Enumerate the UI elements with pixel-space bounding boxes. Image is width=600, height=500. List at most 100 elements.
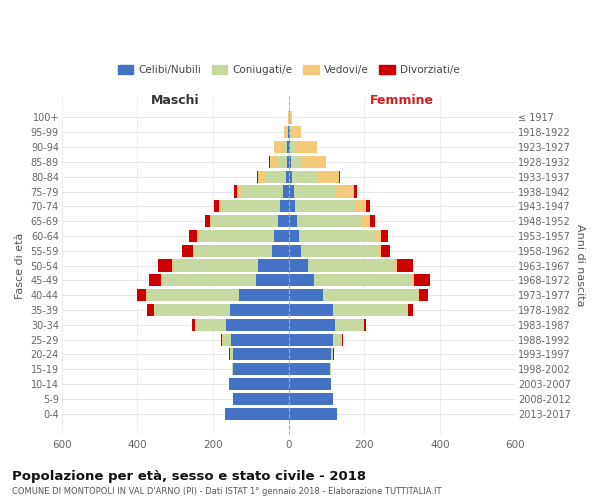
Bar [147,289,239,302]
Bar [377,244,381,257]
Bar [205,215,210,227]
Bar [199,230,274,242]
Bar [284,141,287,153]
Bar [295,141,317,153]
Bar [195,318,196,331]
Bar [189,230,197,242]
Bar [257,170,258,183]
Bar [341,334,342,345]
Bar [289,230,299,242]
Bar [232,363,233,376]
Bar [394,260,397,272]
Bar [299,230,376,242]
Bar [289,244,301,257]
Bar [342,334,343,345]
Bar [193,244,194,257]
Bar [218,200,221,212]
Bar [225,408,289,420]
Bar [317,170,339,183]
Bar [158,260,172,272]
Bar [258,170,265,183]
Bar [333,304,407,316]
Bar [289,186,294,198]
Bar [230,348,233,360]
Bar [229,378,289,390]
Bar [233,348,289,360]
Bar [259,260,289,272]
Bar [331,348,333,360]
Bar [197,230,199,242]
Bar [233,363,289,376]
Bar [222,334,223,345]
Bar [154,304,230,316]
Bar [289,408,337,420]
Bar [289,274,314,286]
Bar [212,215,278,227]
Bar [412,274,414,286]
Bar [363,318,364,331]
Bar [221,334,222,345]
Bar [194,244,272,257]
Bar [290,126,291,138]
Bar [287,141,289,153]
Bar [278,215,289,227]
Bar [172,260,173,272]
Bar [280,200,289,212]
Bar [366,200,370,212]
Text: Popolazione per età, sesso e stato civile - 2018: Popolazione per età, sesso e stato civil… [12,470,366,483]
Bar [278,156,287,168]
Bar [284,126,287,138]
Bar [161,274,162,286]
Bar [230,304,289,316]
Bar [289,378,331,390]
Bar [289,318,335,331]
Bar [419,289,428,302]
Bar [289,260,308,272]
Bar [291,156,302,168]
Bar [231,334,289,345]
Bar [289,348,331,360]
Text: COMUNE DI MONTOPOLI IN VAL D'ARNO (PI) - Dati ISTAT 1° gennaio 2018 - Elaborazio: COMUNE DI MONTOPOLI IN VAL D'ARNO (PI) -… [12,487,442,496]
Bar [146,289,147,302]
Bar [297,215,362,227]
Bar [376,230,381,242]
Bar [336,186,354,198]
Bar [147,304,154,316]
Bar [288,112,289,124]
Bar [289,141,290,153]
Bar [330,363,331,376]
Y-axis label: Fasce di età: Fasce di età [15,232,25,299]
Bar [256,274,289,286]
Bar [289,156,291,168]
Bar [290,141,295,153]
Bar [274,141,284,153]
Bar [289,126,290,138]
Bar [196,318,226,331]
Bar [182,244,193,257]
Bar [355,200,366,212]
Text: Femmine: Femmine [370,94,434,107]
Bar [397,260,413,272]
Bar [287,156,289,168]
Bar [289,112,292,124]
Bar [274,230,289,242]
Bar [239,289,289,302]
Bar [237,186,241,198]
Bar [289,334,333,345]
Bar [362,215,370,227]
Bar [283,186,289,198]
Bar [289,200,295,212]
Bar [289,215,297,227]
Y-axis label: Anni di nascita: Anni di nascita [575,224,585,307]
Bar [289,363,330,376]
Bar [286,170,289,183]
Bar [229,348,230,360]
Bar [295,200,355,212]
Bar [288,126,289,138]
Bar [221,200,280,212]
Bar [234,186,237,198]
Bar [289,304,333,316]
Bar [210,215,212,227]
Bar [270,156,278,168]
Bar [289,393,333,405]
